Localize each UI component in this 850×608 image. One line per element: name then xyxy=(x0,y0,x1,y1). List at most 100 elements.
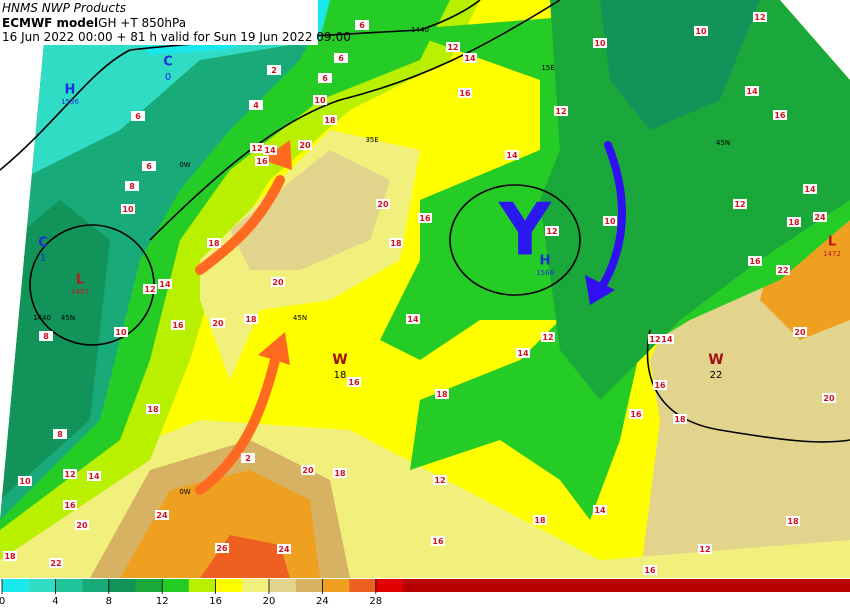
colorbar-swatch xyxy=(135,579,163,592)
label-bg xyxy=(786,516,800,526)
colorbar-swatch xyxy=(162,579,189,592)
temperature-label: 12 xyxy=(649,335,660,344)
system-value: 1407 xyxy=(71,288,89,296)
header-model: ECMWF modelGH +T 850hPa xyxy=(2,16,186,30)
map-fields xyxy=(0,0,850,578)
temperature-label: 12 xyxy=(699,545,710,554)
colorbar-swatch xyxy=(82,579,109,592)
label-bg xyxy=(211,318,225,328)
label-bg xyxy=(660,334,674,344)
contour-label: 45N xyxy=(61,314,75,322)
label-bg xyxy=(458,88,472,98)
contour-label: 45N xyxy=(716,139,730,147)
label-bg xyxy=(418,213,432,223)
temperature-label: 18 xyxy=(324,116,336,125)
colorbar-tick-label: 0 xyxy=(0,596,5,607)
temperature-label: 14 xyxy=(804,185,816,194)
label-bg xyxy=(673,414,687,424)
temperature-label: 12 xyxy=(542,333,553,342)
temperature-label: 20 xyxy=(794,328,806,337)
label-bg xyxy=(733,199,747,209)
temperature-label: 6 xyxy=(359,21,365,30)
arrowhead xyxy=(585,275,615,305)
system-symbol: W xyxy=(332,352,347,368)
label-bg xyxy=(171,320,185,330)
system-value: 1566 xyxy=(536,269,554,277)
label-bg xyxy=(389,238,403,248)
label-bg xyxy=(39,331,53,341)
temperature-label: 18 xyxy=(436,390,448,399)
temperature-label: 8 xyxy=(129,182,135,191)
system-value: 18 xyxy=(334,370,347,381)
label-bg xyxy=(158,279,172,289)
header-line: HNMS NWP Products xyxy=(2,1,126,15)
header-valid: 16 Jun 2022 00:00 + 81 h valid for Sun 1… xyxy=(2,30,351,44)
temperature-label: 16 xyxy=(172,321,184,330)
temperature-label: 20 xyxy=(299,141,311,150)
colorbar-swatch xyxy=(215,579,243,592)
annotation: Y xyxy=(498,188,552,272)
label-bg xyxy=(355,20,369,30)
temperature-label: 18 xyxy=(674,415,686,424)
system-symbol: C xyxy=(38,236,48,251)
label-bg xyxy=(433,475,447,485)
colorbar-swatch xyxy=(2,579,29,592)
label-bg xyxy=(267,65,281,75)
temperature-label: 12 xyxy=(754,13,765,22)
label-bg xyxy=(698,544,712,554)
label-bg xyxy=(18,476,32,486)
label-bg xyxy=(114,327,128,337)
temperature-label: 16 xyxy=(348,378,360,387)
colorbar-tick-label: 28 xyxy=(369,596,382,607)
temperature-label: 16 xyxy=(654,381,666,390)
temperature-label: 2 xyxy=(271,66,277,75)
temperature-label: 16 xyxy=(256,157,268,166)
colorbar-tick-label: 12 xyxy=(156,596,169,607)
temperature-label: 16 xyxy=(630,410,642,419)
temperature-label: 18 xyxy=(147,405,159,414)
temperature-label: 20 xyxy=(377,200,389,209)
label-bg xyxy=(207,238,221,248)
label-bg xyxy=(249,100,263,110)
model: ECMWF model xyxy=(2,16,98,30)
temperature-label: 16 xyxy=(432,537,444,546)
label-bg xyxy=(822,393,836,403)
temperature-label: 20 xyxy=(76,521,88,530)
temperature-label: 12 xyxy=(555,107,566,116)
label-bg xyxy=(505,150,519,160)
label-bg xyxy=(323,115,337,125)
temperature-label: 6 xyxy=(135,112,141,121)
label-bg xyxy=(333,468,347,478)
label-bg xyxy=(593,505,607,515)
label-bg xyxy=(347,377,361,387)
system-value: 0 xyxy=(165,72,171,83)
temperature-label: 6 xyxy=(338,54,344,63)
temperature-label: 14 xyxy=(661,335,673,344)
temperature-label: 16 xyxy=(774,111,786,120)
colorbar-swatch xyxy=(108,579,136,592)
colorbar-swatch xyxy=(349,579,376,592)
label-bg xyxy=(63,500,77,510)
temperature-label: 10 xyxy=(604,217,616,226)
header-box xyxy=(0,0,318,45)
label-bg xyxy=(629,409,643,419)
temperature-label: 14 xyxy=(264,146,276,155)
label-bg xyxy=(277,544,291,554)
label-bg xyxy=(653,380,667,390)
temperature-label: 16 xyxy=(459,89,471,98)
temperature-label: 12 xyxy=(434,476,445,485)
label-bg xyxy=(776,265,790,275)
temperature-label: 12 xyxy=(251,144,262,153)
label-bg xyxy=(694,26,708,36)
temperature-label: 24 xyxy=(156,511,168,520)
colorbar-tick-label: 8 xyxy=(106,596,112,607)
label-bg xyxy=(75,520,89,530)
temperature-label: 22 xyxy=(777,266,788,275)
label-bg xyxy=(255,156,269,166)
temperature-label: 22 xyxy=(50,559,61,568)
system-value: 1472 xyxy=(823,250,841,258)
temperature-label: 8 xyxy=(57,430,63,439)
temperature-label: 16 xyxy=(644,566,656,575)
contour-label: 0W xyxy=(179,488,190,496)
